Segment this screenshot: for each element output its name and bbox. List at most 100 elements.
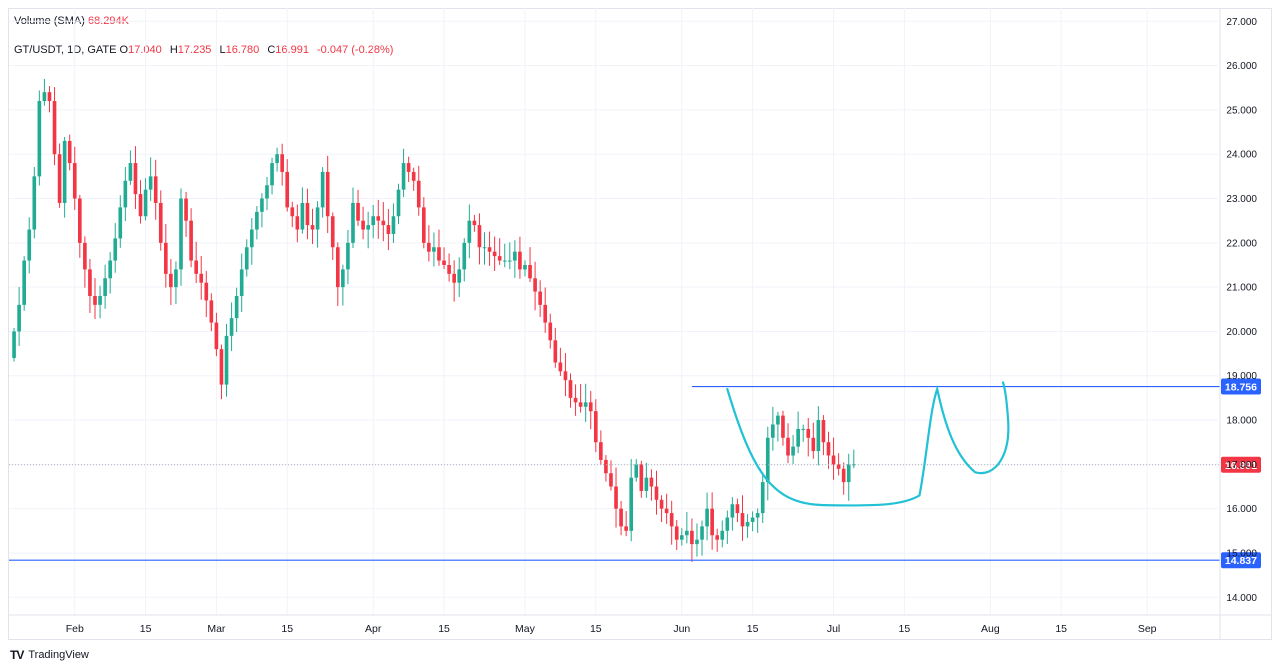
candle-body xyxy=(260,198,264,212)
candle-body xyxy=(295,216,300,230)
candle-body xyxy=(801,428,806,430)
price-tick-label: 20.000 xyxy=(1226,327,1257,338)
candle-body xyxy=(432,247,436,252)
candle-body xyxy=(776,415,780,425)
candle-body xyxy=(513,251,517,261)
candle-body xyxy=(831,455,836,465)
grid xyxy=(9,8,1218,615)
candle-body xyxy=(421,207,426,243)
candle-body xyxy=(548,322,553,341)
time-tick-label: 15 xyxy=(1055,623,1067,635)
candle-body xyxy=(189,220,193,261)
candle-body xyxy=(12,331,16,359)
candle-body xyxy=(300,202,305,230)
candle-body xyxy=(649,477,654,487)
candle-body xyxy=(553,340,558,363)
time-tick-label: Feb xyxy=(66,623,84,635)
candle-body xyxy=(528,264,532,279)
cup-curve xyxy=(726,381,1010,507)
candle-body xyxy=(17,304,21,332)
candle-body xyxy=(255,211,259,230)
candle-body xyxy=(113,238,118,261)
candle-body xyxy=(199,273,204,283)
candle-body xyxy=(771,424,775,438)
candle-body xyxy=(72,163,77,199)
candle-body xyxy=(47,92,52,102)
candle-body xyxy=(128,163,133,181)
candle-body xyxy=(507,260,512,262)
candle-body xyxy=(462,242,467,270)
candle-body xyxy=(447,264,451,274)
time-tick-label: 15 xyxy=(140,623,152,635)
candle-body xyxy=(330,216,335,248)
candle-body xyxy=(229,318,234,336)
last-price-badge xyxy=(1221,456,1261,473)
time-tick-label: 15 xyxy=(281,623,293,635)
low-key: L xyxy=(219,44,226,56)
price-tick-label: 25.000 xyxy=(1226,105,1257,116)
candle-body xyxy=(578,402,583,407)
candle-body xyxy=(280,154,284,172)
candle-body xyxy=(437,247,441,261)
candle-body xyxy=(138,194,143,217)
change-value: -0.047 (-0.28%) xyxy=(317,44,394,56)
candle-body xyxy=(669,513,674,527)
candle-body xyxy=(796,428,800,447)
candle-body xyxy=(361,220,365,230)
candle-body xyxy=(416,180,421,208)
candle-body xyxy=(690,530,694,545)
candle-body xyxy=(836,464,841,469)
candle-body xyxy=(320,171,325,208)
candle-body xyxy=(523,264,527,270)
candle-body xyxy=(325,171,330,217)
candle-body xyxy=(143,189,148,217)
tradingview-logo: TV xyxy=(10,648,24,662)
candle-body xyxy=(88,269,92,296)
candle-body xyxy=(148,176,153,190)
price-tick-label: 18.000 xyxy=(1226,416,1257,427)
candle-body xyxy=(533,278,537,292)
candle-body xyxy=(715,535,720,540)
candle-body xyxy=(811,437,816,452)
tradingview-brand[interactable]: TV TradingView xyxy=(10,648,89,662)
candle-body xyxy=(710,508,714,536)
symbol-label[interactable]: GT/USDT, 1D, GATE xyxy=(14,44,117,56)
candle-body xyxy=(341,269,345,288)
candle-body xyxy=(735,504,740,514)
price-tick-label: 23.000 xyxy=(1226,194,1257,205)
candle-body xyxy=(67,140,72,164)
candle-body xyxy=(77,198,82,243)
candle-body xyxy=(290,207,295,217)
candle-body xyxy=(265,185,269,199)
candle-body xyxy=(108,260,112,279)
candle-body xyxy=(381,220,386,226)
candle-body xyxy=(851,464,856,466)
symbol-legend: GT/USDT, 1D, GATE O17.040 H17.235 L16.78… xyxy=(14,44,393,56)
price-tick-label: 15.000 xyxy=(1226,548,1257,559)
candle-body xyxy=(629,477,634,531)
resistance-badge-label: 18.756 xyxy=(1225,382,1257,394)
candle-body xyxy=(674,526,679,540)
time-tick-label: 15 xyxy=(747,623,759,635)
candle-body xyxy=(644,477,649,491)
candle-body xyxy=(482,247,487,249)
candle-body xyxy=(599,442,603,460)
open-key: O xyxy=(119,44,129,56)
candle-body xyxy=(497,256,502,261)
candle-body xyxy=(740,513,745,527)
candle-body xyxy=(786,437,790,456)
candle-body xyxy=(305,202,310,226)
time-tick-label: 15 xyxy=(590,623,602,635)
candles xyxy=(12,78,856,562)
candle-body xyxy=(745,521,750,527)
candle-body xyxy=(659,499,664,509)
candle-body xyxy=(846,464,851,483)
candle-body xyxy=(270,163,274,186)
candle-body xyxy=(386,225,391,234)
time-tick-label: Apr xyxy=(365,623,382,635)
candle-body xyxy=(346,242,350,270)
price-tick-label: 19.000 xyxy=(1226,371,1257,382)
candle-body xyxy=(244,247,249,270)
candle-body xyxy=(588,402,593,412)
